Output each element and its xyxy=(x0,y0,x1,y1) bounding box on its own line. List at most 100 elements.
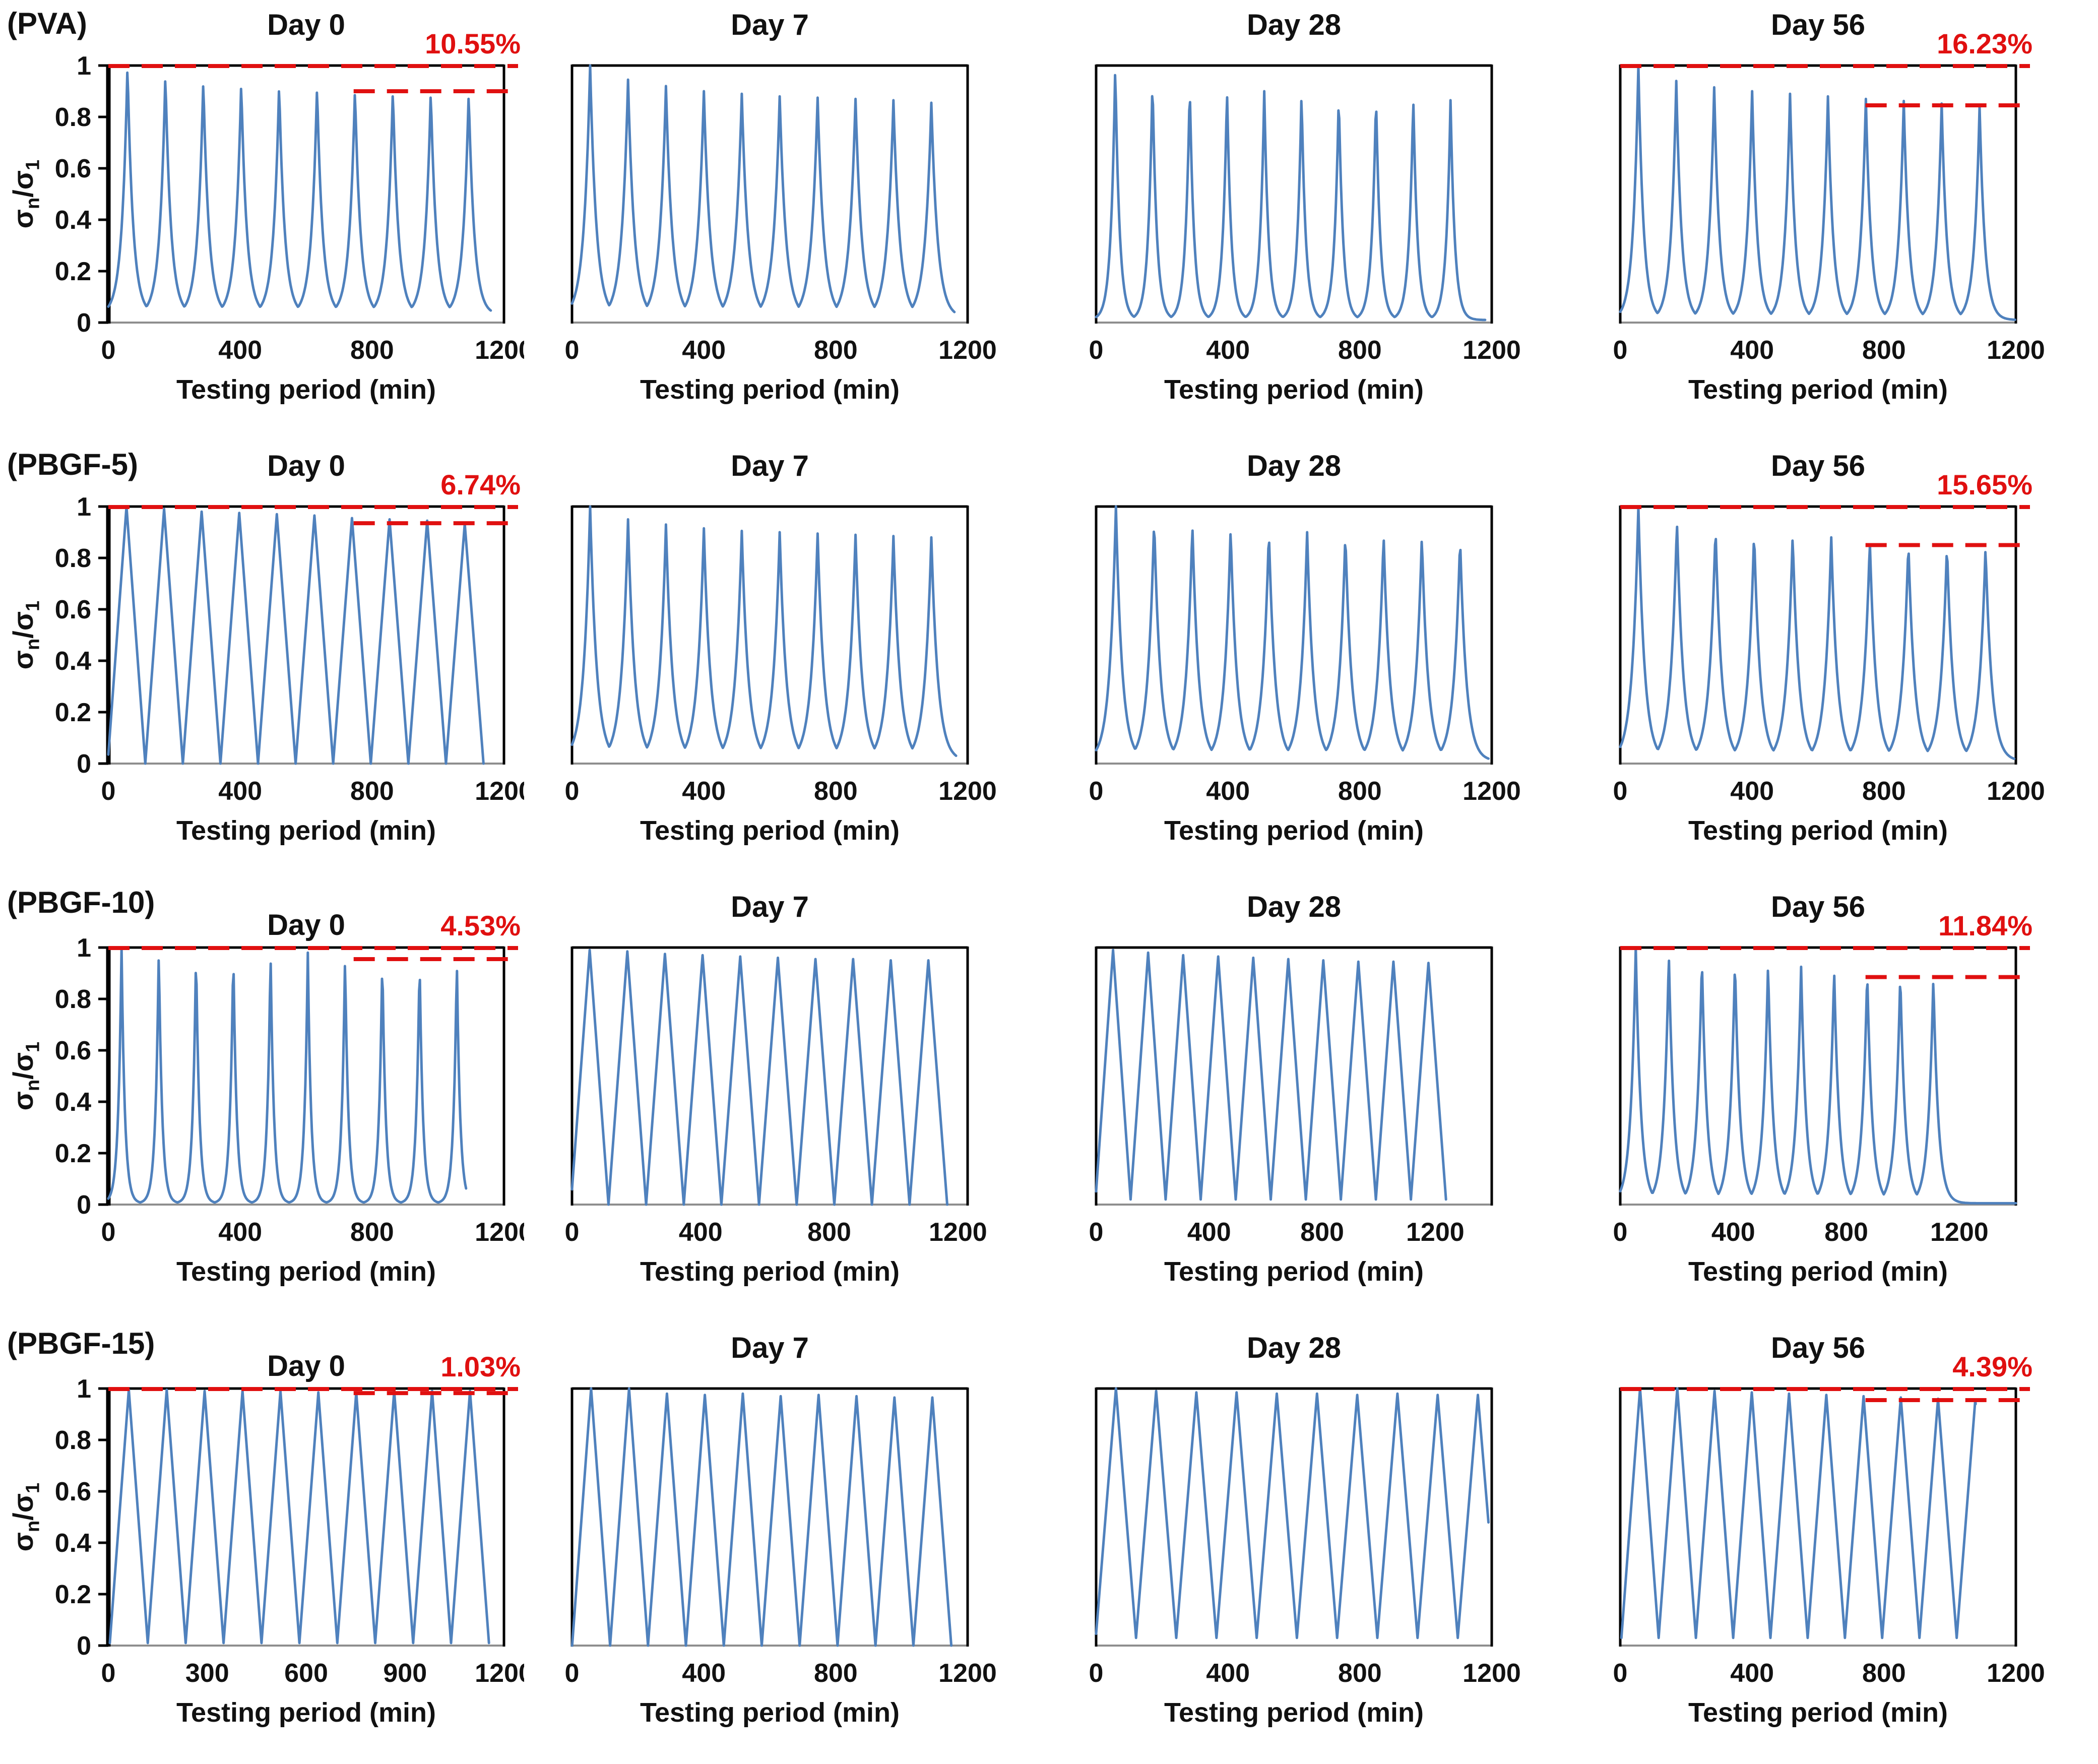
y-tick-label: 1 xyxy=(77,51,91,81)
x-tick-label: 0 xyxy=(1613,1659,1628,1688)
x-tick-label: 800 xyxy=(807,1218,851,1247)
strength-drop-label: 11.84% xyxy=(1938,910,2032,941)
plot-canvas: 0 400 800 1200 xyxy=(565,64,997,365)
y-tick-label: 0 xyxy=(77,1190,91,1220)
x-tick-label: 0 xyxy=(1613,1218,1628,1247)
strength-drop-label: 6.74% xyxy=(440,469,521,500)
x-tick-label: 800 xyxy=(1862,777,1906,806)
y-tick-label: 0.2 xyxy=(55,698,91,727)
y-tick-label: 0.8 xyxy=(55,1426,91,1455)
x-tick-label: 0 xyxy=(565,1218,580,1247)
x-tick-label: 400 xyxy=(1730,777,1774,806)
x-tick-label: 800 xyxy=(1338,336,1382,365)
x-axis-title: Testing period (min) xyxy=(176,1697,436,1728)
stress-ratio-curve xyxy=(570,505,958,757)
y-tick-label: 0.2 xyxy=(55,1580,91,1609)
stress-ratio-curve xyxy=(1619,946,2017,1205)
subplot-title: Day 28 xyxy=(1246,891,1342,923)
x-tick-label: 800 xyxy=(350,336,394,365)
subplot-title: Day 0 xyxy=(267,450,345,482)
x-tick-label: 1200 xyxy=(475,336,524,365)
plot-canvas: 0 0.2 0.4 0.6 0.8 1 0 300 600 900 1200 xyxy=(55,1374,524,1688)
x-tick-label: 1200 xyxy=(1463,1659,1521,1688)
x-tick-label: 400 xyxy=(682,777,726,806)
x-tick-label: 0 xyxy=(1613,777,1628,806)
y-tick-label: 0.8 xyxy=(55,985,91,1014)
strength-drop-label: 4.39% xyxy=(1952,1351,2032,1382)
subplot-title: Day 7 xyxy=(731,9,809,41)
x-tick-label: 1200 xyxy=(1987,1659,2045,1688)
stress-ratio-curve xyxy=(1095,505,1490,760)
plot-canvas: 0 0.2 0.4 0.6 0.8 1 0 400 800 1200 xyxy=(55,933,524,1247)
subplot-title: Day 0 xyxy=(267,9,345,41)
subplot-title: Day 28 xyxy=(1246,450,1342,482)
x-tick-label: 300 xyxy=(185,1659,229,1688)
x-tick-label: 0 xyxy=(101,336,116,365)
x-tick-label: 600 xyxy=(284,1659,328,1688)
x-axis-title: Testing period (min) xyxy=(1164,1256,1424,1287)
strength-drop-label: 15.65% xyxy=(1937,469,2032,500)
strength-drop-label: 10.55% xyxy=(425,28,521,59)
subplot-pva-day28: Day 28 0 400 800 1200 Testing period (min) xyxy=(1048,0,1572,441)
plot-canvas: 0 400 800 1200 xyxy=(1613,1387,2045,1688)
subplot-pbgf15-day0: (PBGF-15) Day 0 1.03% σn/σ1 0 0.2 0.4 0.6 0.… xyxy=(0,1323,524,1764)
x-tick-label: 1200 xyxy=(475,777,524,806)
x-tick-label: 400 xyxy=(1206,777,1250,806)
x-axis-title: Testing period (min) xyxy=(1688,1256,1948,1287)
strength-drop-label: 1.03% xyxy=(440,1351,521,1382)
x-tick-label: 400 xyxy=(679,1218,723,1247)
strength-drop-label: 16.23% xyxy=(1937,28,2032,59)
x-tick-label: 1200 xyxy=(1987,777,2045,806)
stress-ratio-curve xyxy=(1620,1387,1977,1640)
plot-canvas: 0 400 800 1200 xyxy=(1613,505,2045,806)
x-axis-title: Testing period (min) xyxy=(1164,815,1424,846)
subplot-pbgf15-day7: Day 7 0 400 800 1200 Testing period (min) xyxy=(524,1323,1048,1764)
subplot-title: Day 7 xyxy=(731,891,809,923)
row-label-pva: (PVA) xyxy=(7,7,87,40)
plot-canvas: 0 400 800 1200 xyxy=(565,946,987,1247)
x-tick-label: 0 xyxy=(1089,1659,1104,1688)
x-tick-label: 400 xyxy=(218,777,262,806)
plot-canvas: 0 400 800 1200 xyxy=(1613,946,2030,1247)
subplot-pbgf10-day0: (PBGF-10) Day 0 4.53% σn/σ1 0 0.2 0.4 0.6 0.… xyxy=(0,882,524,1323)
x-tick-label: 400 xyxy=(1187,1218,1231,1247)
plot-canvas: 0 0.2 0.4 0.6 0.8 1 0 400 800 1200 xyxy=(55,51,524,365)
x-tick-label: 400 xyxy=(682,336,726,365)
x-tick-label: 1200 xyxy=(938,336,997,365)
stress-ratio-curve xyxy=(1095,949,1447,1201)
subplot-title: Day 0 xyxy=(267,1350,345,1382)
subplot-pva-day0: (PVA) Day 0 10.55% σn/σ1 0 0.2 0.4 0.6 0.8 1 0… xyxy=(0,0,524,441)
x-tick-label: 400 xyxy=(1206,336,1250,365)
x-tick-label: 800 xyxy=(1300,1218,1344,1247)
x-tick-label: 0 xyxy=(1089,1218,1104,1247)
y-tick-label: 0.6 xyxy=(55,1477,91,1506)
x-tick-label: 900 xyxy=(383,1659,427,1688)
x-axis-title: Testing period (min) xyxy=(640,815,900,846)
x-axis-title: Testing period (min) xyxy=(640,1256,900,1287)
stress-ratio-curve xyxy=(107,505,485,765)
row-label-pbgf5: (PBGF-5) xyxy=(7,448,138,481)
x-axis-title: Testing period (min) xyxy=(640,1697,900,1728)
subplot-pbgf5-day56: Day 56 15.65% 0 400 800 1200 Testing period… xyxy=(1572,441,2096,882)
x-axis-title: Testing period (min) xyxy=(176,374,436,405)
x-tick-label: 0 xyxy=(565,1659,580,1688)
x-tick-label: 1200 xyxy=(475,1659,524,1688)
x-tick-label: 1200 xyxy=(475,1218,524,1247)
x-tick-label: 400 xyxy=(1730,1659,1774,1688)
stress-ratio-curve xyxy=(107,946,468,1204)
x-tick-label: 800 xyxy=(350,777,394,806)
x-axis-title: Testing period (min) xyxy=(176,815,436,846)
subplot-pbgf15-day56: Day 56 4.39% 0 400 800 1200 Testing period … xyxy=(1572,1323,2096,1764)
x-axis-title: Testing period (min) xyxy=(176,1256,436,1287)
x-axis-title: Testing period (min) xyxy=(640,374,900,405)
x-tick-label: 400 xyxy=(682,1659,726,1688)
x-tick-label: 0 xyxy=(565,777,580,806)
x-tick-label: 400 xyxy=(1711,1218,1755,1247)
stress-ratio-curve xyxy=(570,64,956,313)
x-tick-label: 1200 xyxy=(1463,777,1521,806)
row-label-pbgf10: (PBGF-10) xyxy=(7,886,155,919)
strength-drop-label: 4.53% xyxy=(440,910,521,941)
x-tick-label: 1200 xyxy=(1463,336,1521,365)
x-tick-label: 0 xyxy=(101,1218,116,1247)
x-tick-label: 1200 xyxy=(929,1218,987,1247)
